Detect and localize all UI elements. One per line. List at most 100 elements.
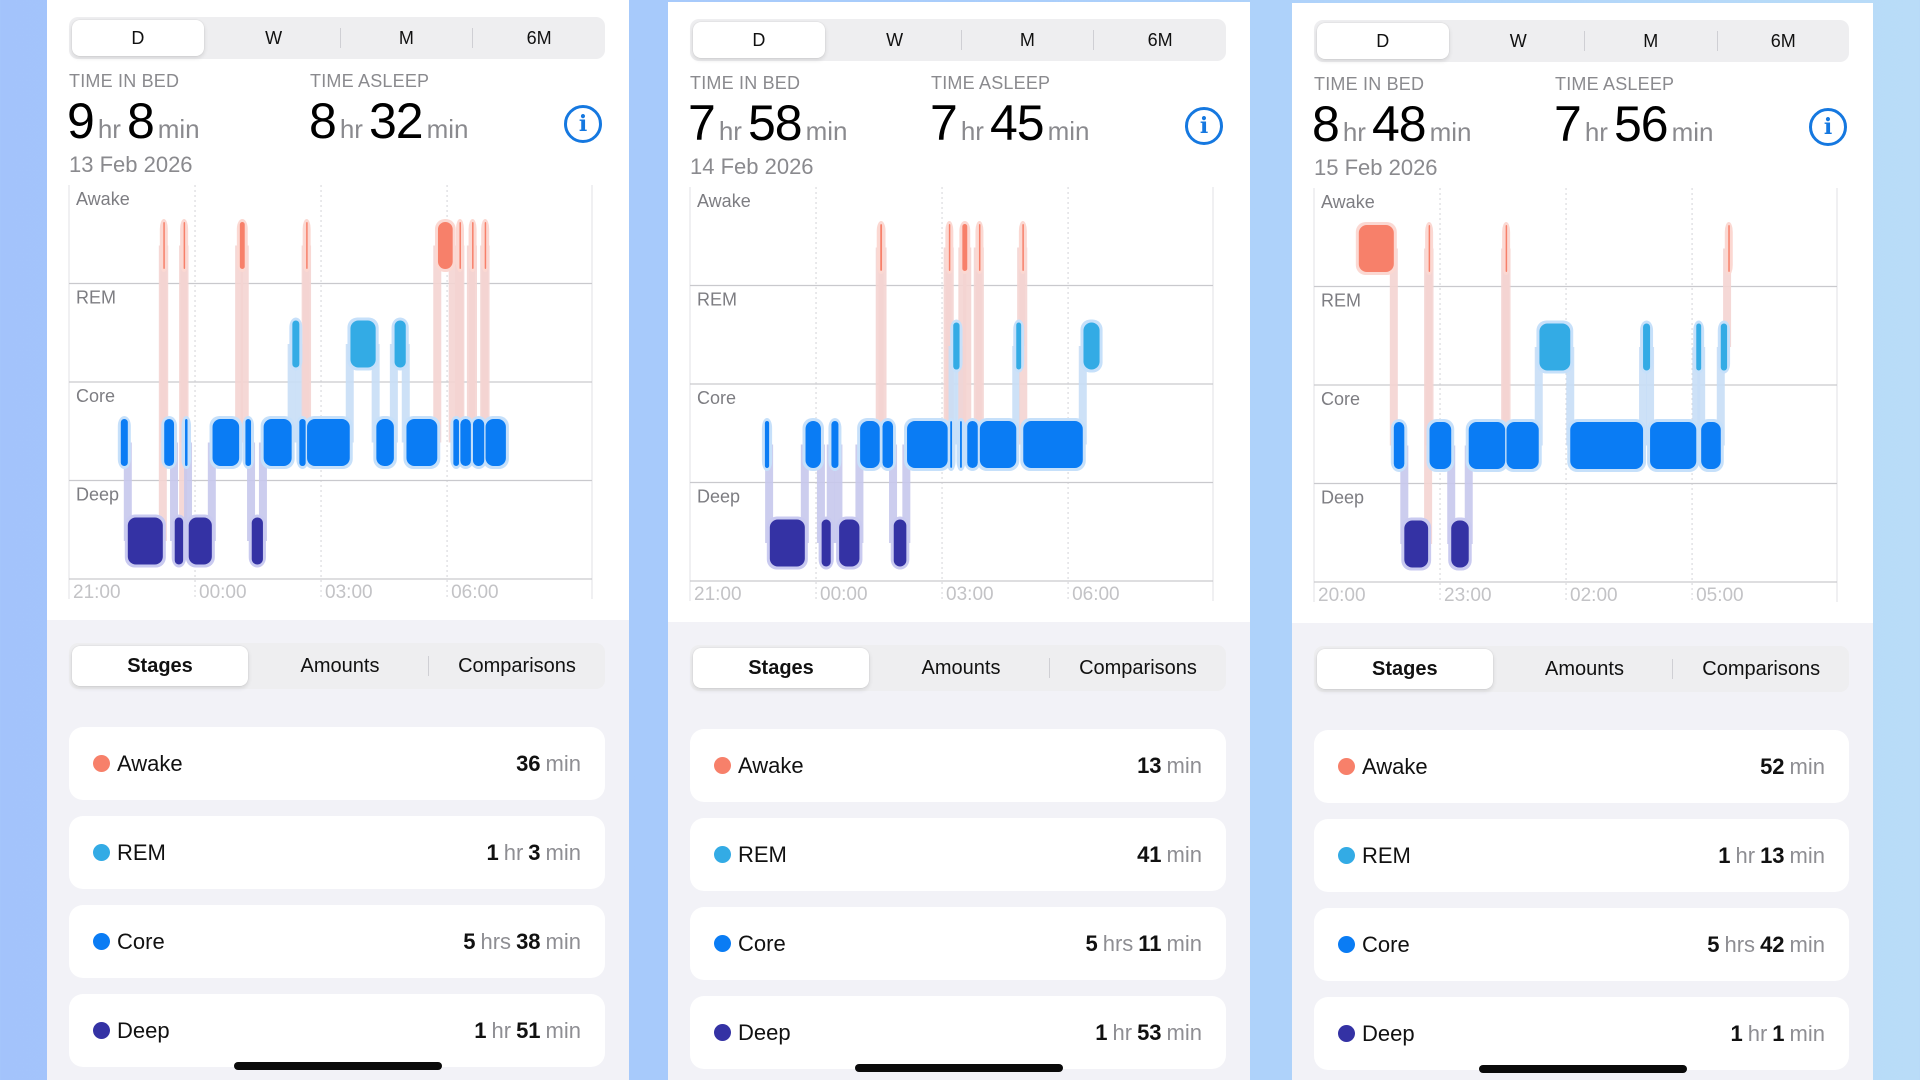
range-tab-day[interactable]: D — [1317, 23, 1449, 59]
duration-number: 13 — [1137, 752, 1162, 778]
stage-bar-awake — [163, 222, 165, 269]
stage-name: REM — [117, 839, 166, 865]
duration-number: 13 — [1760, 842, 1785, 868]
stage-bar-deep — [1451, 520, 1469, 568]
sleep-stages-chart[interactable]: Awake REM Core Deep 20:00 23:00 02:00 05:00 — [1313, 188, 1838, 608]
divider — [472, 28, 474, 48]
sleep-stages-chart[interactable]: Awake REM Core Deep 21:00 00:00 03:00 06:00 — [68, 185, 593, 605]
stage-row-deep[interactable]: Deep 1 hr 53 min — [690, 996, 1226, 1069]
stage-row-core[interactable]: Core 5 hrs 42 min — [1314, 908, 1849, 981]
time-axis-tick: 21:00 — [694, 584, 742, 605]
rem-color-dot — [714, 846, 731, 863]
info-icon[interactable]: i — [1185, 107, 1223, 145]
duration-number: 1 — [474, 1017, 487, 1043]
stage-bar-deep — [251, 517, 263, 565]
duration-unit: min — [545, 928, 581, 954]
view-tab-comparisons[interactable]: Comparisons — [1079, 656, 1197, 679]
stage-bar-core — [831, 421, 839, 468]
stage-row-deep[interactable]: Deep 1 hr 1 min — [1314, 997, 1849, 1070]
home-indicator[interactable] — [234, 1062, 442, 1070]
stage-bar-awake — [880, 224, 883, 271]
awake-color-dot — [714, 757, 731, 774]
stage-row-awake[interactable]: Awake 52 min — [1314, 730, 1849, 803]
stage-bar-awake — [1428, 225, 1431, 272]
range-tab-day[interactable]: D — [693, 22, 825, 58]
duration-unit: min — [1166, 930, 1202, 956]
stage-row-core[interactable]: Core 5 hrs 11 min — [690, 907, 1226, 980]
stage-row-core[interactable]: Core 5 hrs 38 min — [69, 905, 605, 978]
core-color-dot — [714, 935, 731, 952]
stage-bar-rem — [1696, 323, 1702, 371]
duration-number: 1 — [1730, 1020, 1743, 1046]
info-icon[interactable]: i — [1809, 108, 1847, 146]
range-tab-6-months[interactable]: 6M — [1147, 29, 1173, 50]
stage-row-deep[interactable]: Deep 1 hr 51 min — [69, 994, 605, 1067]
duration-number: 5 — [1085, 930, 1098, 956]
duration-unit: min — [545, 1017, 581, 1043]
duration-number: 11 — [1138, 930, 1162, 956]
duration-unit: hr — [1112, 1019, 1133, 1045]
duration-number: 52 — [1760, 753, 1785, 779]
stage-duration: 1 hr 53 min — [1095, 1020, 1202, 1046]
home-indicator[interactable] — [855, 1064, 1063, 1072]
home-indicator[interactable] — [1478, 1065, 1687, 1073]
core-color-dot — [93, 933, 110, 950]
time-asleep-label: TIME ASLEEP — [1555, 74, 1675, 94]
view-tab-stages[interactable]: Stages — [1317, 649, 1493, 689]
stage-row-awake[interactable]: Awake 13 min — [690, 729, 1226, 802]
stage-bar-core — [453, 419, 459, 466]
stage-bar-awake — [962, 224, 968, 271]
range-tab-month[interactable]: M — [1019, 29, 1035, 50]
stage-name: Awake — [117, 750, 183, 776]
stage-row-awake[interactable]: Awake 36 min — [69, 727, 605, 800]
time-asleep-value: 8 hr 32 min — [309, 92, 474, 150]
view-tab-amounts[interactable]: Amounts — [300, 654, 380, 677]
range-tab-week[interactable]: W — [1509, 30, 1527, 51]
stage-bar-deep — [821, 519, 831, 567]
stage-row-rem[interactable]: REM 41 min — [690, 818, 1226, 891]
range-segmented-control: D W M 6M — [690, 19, 1226, 61]
view-tab-amounts[interactable]: Amounts — [921, 656, 1001, 679]
range-tab-6-months[interactable]: 6M — [526, 27, 552, 48]
time-axis-tick: 21:00 — [73, 582, 121, 603]
sleep-stages-chart[interactable]: Awake REM Core Deep 21:00 00:00 03:00 06:00 — [689, 187, 1214, 607]
hours-unit: hr — [1342, 117, 1366, 147]
stage-bar-awake — [472, 222, 474, 269]
stage-row-rem[interactable]: REM 1 hr 13 min — [1314, 819, 1849, 892]
range-tab-month[interactable]: M — [1643, 30, 1659, 51]
duration-unit: hr — [491, 1017, 512, 1043]
duration-number: 36 — [516, 750, 541, 776]
stage-duration: 5 hrs 38 min — [463, 929, 581, 955]
divider — [428, 656, 429, 676]
minutes-unit: min — [426, 114, 469, 144]
range-tab-6-months[interactable]: 6M — [1770, 30, 1796, 51]
stage-bar-core — [950, 421, 953, 468]
view-tab-amounts[interactable]: Amounts — [1545, 657, 1624, 680]
stage-bar-deep — [174, 517, 184, 565]
stage-row-rem[interactable]: REM 1 hr 3 min — [69, 816, 605, 889]
deep-color-dot — [714, 1024, 731, 1041]
duration-number: 1 — [1095, 1019, 1108, 1045]
info-icon[interactable]: i — [564, 105, 602, 143]
deep-color-dot — [93, 1022, 110, 1039]
view-tab-stages[interactable]: Stages — [72, 646, 248, 686]
stage-bar-core — [1429, 422, 1452, 469]
stage-duration: 1 hr 3 min — [486, 840, 581, 866]
view-tab-comparisons[interactable]: Comparisons — [1702, 657, 1821, 680]
hours-unit: hr — [339, 114, 363, 144]
duration-number: 1 — [1718, 842, 1731, 868]
range-tab-week[interactable]: W — [265, 27, 283, 48]
range-tab-month[interactable]: M — [398, 27, 414, 48]
stage-name: Core — [738, 930, 786, 956]
duration-number: 41 — [1137, 841, 1162, 867]
view-tab-comparisons[interactable]: Comparisons — [458, 654, 576, 677]
range-tab-day[interactable]: D — [72, 20, 204, 56]
view-tab-stages[interactable]: Stages — [693, 648, 869, 688]
view-segmented-control: Stages Amounts Comparisons — [69, 643, 605, 689]
minutes-unit: min — [1671, 117, 1714, 147]
stage-bar-core — [1393, 422, 1405, 469]
range-tab-week[interactable]: W — [886, 29, 904, 50]
view-segmented-control: Stages Amounts Comparisons — [690, 645, 1226, 691]
stage-bar-core — [245, 419, 252, 466]
stage-name: REM — [1362, 842, 1411, 868]
